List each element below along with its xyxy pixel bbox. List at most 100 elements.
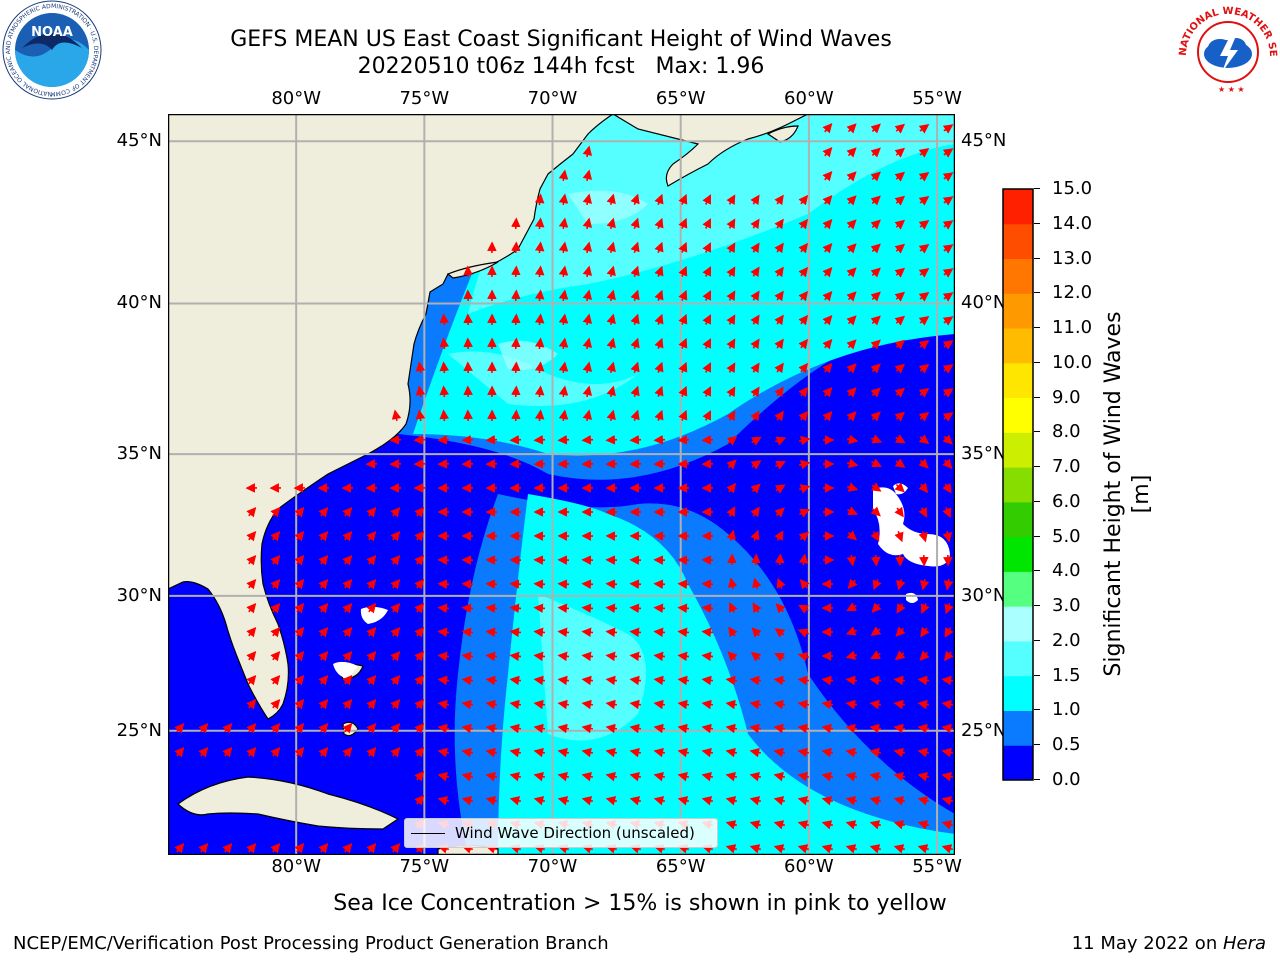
wave-direction-arrow (750, 410, 760, 422)
wave-direction-arrow (895, 626, 906, 637)
wave-direction-arrow (821, 844, 834, 854)
wave-direction-arrow (558, 169, 569, 182)
wave-direction-arrow (606, 241, 616, 254)
colorbar-tick-mark (1034, 605, 1040, 607)
wave-direction-arrow (845, 675, 858, 686)
wave-direction-arrow (798, 362, 809, 374)
wave-direction-arrow (918, 292, 930, 302)
wave-direction-arrow (942, 148, 954, 158)
wave-direction-arrow (750, 290, 760, 302)
wave-direction-arrow (366, 530, 377, 542)
wave-direction-arrow (533, 796, 545, 806)
wave-direction-arrow (246, 842, 257, 854)
colorbar-segment (1003, 606, 1033, 642)
colorbar-tick-label: 1.5 (1052, 664, 1081, 686)
wave-direction-arrow (845, 626, 857, 636)
wave-direction-arrow (630, 361, 640, 374)
wave-direction-arrow (294, 506, 305, 518)
wave-direction-arrow (509, 796, 521, 806)
wave-direction-arrow (461, 435, 474, 445)
wave-direction-arrow (437, 435, 450, 445)
wave-direction-arrow (917, 771, 930, 782)
wave-direction-arrow (774, 218, 784, 230)
wave-direction-arrow (893, 844, 906, 854)
wave-direction-arrow (702, 194, 712, 205)
wave-direction-arrow (749, 796, 761, 806)
wave-direction-arrow (653, 435, 666, 445)
wave-direction-arrow (270, 506, 281, 518)
wave-direction-arrow (270, 626, 281, 638)
wave-direction-arrow (870, 267, 881, 278)
wave-direction-arrow (461, 627, 474, 638)
wave-direction-arrow (246, 722, 257, 734)
noaa-logo-text: NOAA (31, 25, 73, 40)
wave-direction-arrow (942, 172, 954, 182)
wave-direction-arrow (942, 292, 954, 302)
legend-label: Wind Wave Direction (unscaled) (455, 824, 695, 842)
wave-direction-arrow (461, 579, 474, 589)
wave-direction-arrow (774, 338, 784, 350)
wave-direction-arrow (894, 411, 906, 422)
wave-direction-arrow (582, 361, 593, 374)
wave-direction-arrow (894, 267, 906, 278)
noaa-logo: NATIONAL OCEANIC AND ATMOSPHERIC ADMINIS… (0, 0, 102, 100)
lat-label-left: 30°N (116, 584, 162, 606)
wave-direction-arrow (870, 411, 881, 422)
lon-label-bottom: 75°W (399, 856, 450, 877)
wave-direction-arrow (270, 842, 281, 854)
wave-direction-arrow (342, 602, 353, 614)
wave-direction-arrow (557, 771, 570, 782)
wave-direction-arrow (246, 674, 257, 686)
wave-direction-arrow (485, 723, 498, 734)
wave-direction-arrow (774, 530, 784, 542)
wave-direction-arrow (270, 746, 281, 758)
wave-direction-arrow (557, 675, 570, 686)
wave-direction-arrow (246, 602, 257, 614)
wave-direction-arrow (726, 290, 736, 302)
wave-direction-arrow (846, 147, 857, 158)
wave-direction-arrow (727, 651, 738, 662)
colorbar-tick-mark (1034, 257, 1040, 259)
wave-direction-arrow (894, 531, 904, 543)
wave-direction-arrow (677, 435, 690, 445)
wave-direction-arrow (942, 364, 954, 374)
wave-direction-arrow (726, 314, 736, 326)
wave-direction-arrow (798, 460, 811, 470)
wave-direction-arrow (605, 435, 618, 445)
wave-direction-arrow (414, 650, 425, 662)
wave-direction-arrow (678, 241, 688, 253)
wave-direction-arrow (415, 409, 426, 422)
colorbar-tick-label: 3.0 (1052, 595, 1081, 617)
wave-direction-arrow (774, 507, 785, 518)
wave-direction-arrow (894, 243, 906, 254)
wave-direction-arrow (511, 241, 521, 254)
wave-direction-arrow (749, 820, 762, 830)
wave-direction-arrow (749, 747, 762, 758)
wave-direction-arrow (677, 675, 690, 686)
wave-direction-arrow (845, 699, 858, 710)
wave-direction-arrow (893, 723, 906, 734)
wave-direction-arrow (893, 747, 906, 758)
colorbar-segment (1003, 640, 1033, 677)
wave-direction-arrow (342, 506, 353, 518)
wave-direction-arrow (198, 746, 209, 758)
wave-direction-arrow (941, 699, 954, 710)
wave-direction-arrow (822, 386, 833, 398)
wave-direction-arrow (558, 241, 569, 254)
wave-direction-arrow (606, 217, 616, 230)
wave-direction-arrow (799, 508, 810, 518)
wave-direction-arrow (653, 723, 666, 734)
wave-direction-arrow (894, 434, 906, 444)
wave-direction-arrow (533, 435, 546, 445)
wave-direction-arrow (318, 626, 329, 638)
wave-direction-arrow (294, 578, 305, 590)
wave-direction-arrow (581, 723, 594, 734)
wave-direction-arrow (390, 650, 401, 662)
lon-label-bottom: 55°W (912, 856, 962, 877)
wave-direction-arrow (918, 268, 930, 278)
lon-label-bottom: 65°W (655, 856, 706, 877)
wave-direction-arrow (677, 579, 690, 589)
wave-direction-arrow (750, 218, 760, 230)
wave-direction-arrow (246, 578, 257, 590)
wave-direction-arrow (294, 602, 305, 614)
